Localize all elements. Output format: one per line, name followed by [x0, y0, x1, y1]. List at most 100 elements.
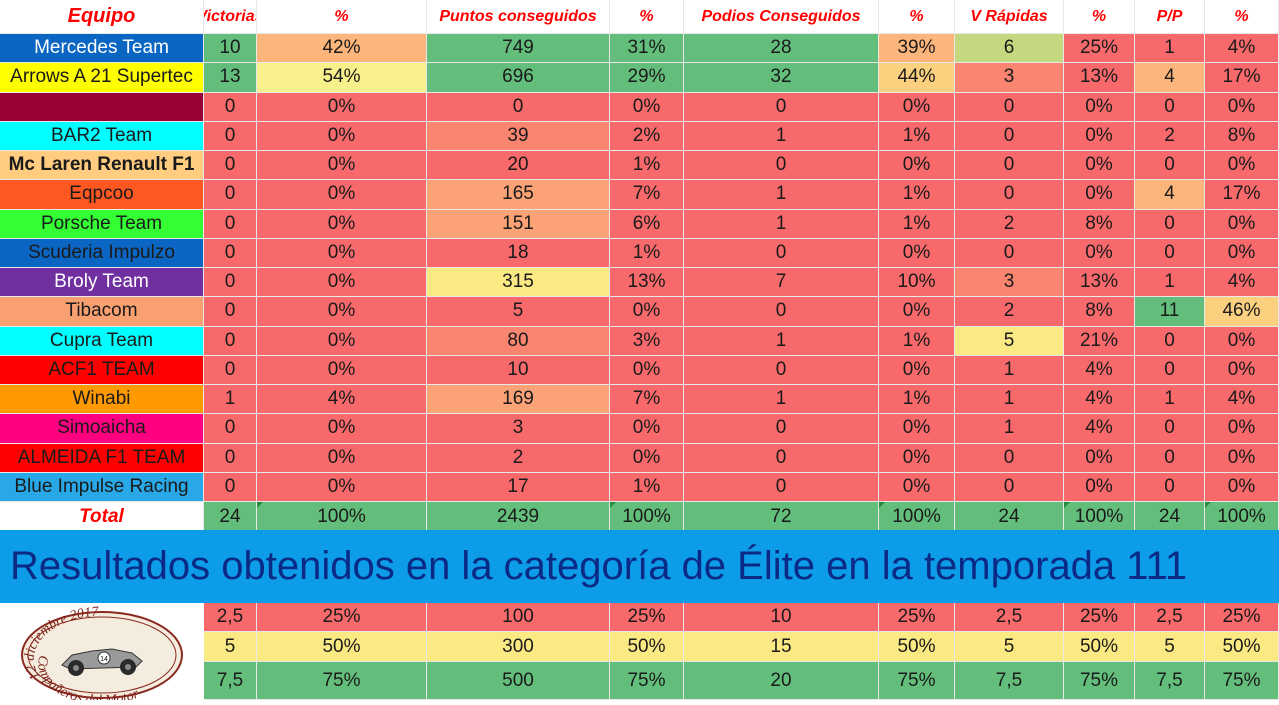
threshold-pp: 5	[1135, 632, 1205, 662]
threshold-v-rapidas: 2,5	[955, 603, 1064, 632]
cell-podios: 0	[684, 472, 879, 502]
cell-victorias: 13	[204, 63, 257, 93]
cell-podios-pct: 0%	[879, 472, 955, 502]
cell-victorias: 0	[204, 326, 257, 356]
cell-victorias: 0	[204, 238, 257, 268]
cell-pp-pct: 4%	[1205, 385, 1279, 415]
cell-podios: 0	[684, 443, 879, 473]
threshold-victorias: 7,5	[204, 662, 257, 700]
cell-victorias: 0	[204, 268, 257, 298]
cell-puntos: 20	[427, 151, 610, 181]
cell-v-rapidas: 0	[955, 151, 1064, 181]
threshold-podios: 15	[684, 632, 879, 662]
cell-victorias-pct: 0%	[257, 180, 427, 210]
cell-victorias-pct: 0%	[257, 209, 427, 239]
total-label: Total	[0, 502, 204, 532]
cell-puntos: 80	[427, 326, 610, 356]
cell-v-rapidas: 3	[955, 63, 1064, 93]
cell-pp: 0	[1135, 209, 1205, 239]
threshold-puntos: 300	[427, 632, 610, 662]
cell-v-rapidas: 1	[955, 355, 1064, 385]
cell-pp: 0	[1135, 414, 1205, 444]
cell-pp-pct: 4%	[1205, 268, 1279, 298]
cell-podios-pct: 1%	[879, 209, 955, 239]
header-podios: Podios Conseguidos	[684, 0, 879, 34]
threshold-victorias-pct: 25%	[257, 603, 427, 632]
cell-puntos: 0	[427, 92, 610, 122]
threshold-victorias: 2,5	[204, 603, 257, 632]
team-name: Broly Team	[0, 268, 204, 298]
cell-puntos: 165	[427, 180, 610, 210]
header-pp-pct: %	[1205, 0, 1279, 34]
threshold-puntos: 500	[427, 662, 610, 700]
cell-v-rapidas-pct: 8%	[1064, 297, 1135, 327]
cell-victorias-pct: 0%	[257, 121, 427, 151]
cell-pp: 4	[1135, 63, 1205, 93]
threshold-v-rapidas-pct: 50%	[1064, 632, 1135, 662]
cell-v-rapidas: 0	[955, 443, 1064, 473]
threshold-pp: 2,5	[1135, 603, 1205, 632]
cell-pp: 0	[1135, 355, 1205, 385]
threshold-puntos-pct: 25%	[610, 603, 684, 632]
cell-victorias-pct: 54%	[257, 63, 427, 93]
cell-podios: 7	[684, 268, 879, 298]
cell-victorias-pct: 0%	[257, 443, 427, 473]
cell-puntos-pct: 0%	[610, 443, 684, 473]
cell-podios: 1	[684, 385, 879, 415]
cell-victorias-pct: 0%	[257, 326, 427, 356]
cell-pp: 0	[1135, 151, 1205, 181]
cell-v-rapidas-pct: 0%	[1064, 151, 1135, 181]
cell-puntos-pct: 0%	[610, 92, 684, 122]
threshold-puntos-pct: 50%	[610, 632, 684, 662]
cell-v-rapidas-pct: 0%	[1064, 121, 1135, 151]
cell-pp-pct: 0%	[1205, 209, 1279, 239]
cell-pp: 1	[1135, 34, 1205, 64]
cell-v-rapidas: 0	[955, 238, 1064, 268]
cell-v-rapidas-pct: 0%	[1064, 238, 1135, 268]
cell-victorias-pct: 0%	[257, 238, 427, 268]
cell-pp: 1	[1135, 268, 1205, 298]
threshold-pp-pct: 50%	[1205, 632, 1279, 662]
threshold-pp-pct: 25%	[1205, 603, 1279, 632]
cell-v-rapidas-pct: 4%	[1064, 355, 1135, 385]
cell-pp-pct: 0%	[1205, 472, 1279, 502]
team-name: Mc Laren Renault F1	[0, 151, 204, 181]
threshold-v-rapidas-pct: 25%	[1064, 603, 1135, 632]
cell-v-rapidas-pct: 0%	[1064, 180, 1135, 210]
cell-puntos: 315	[427, 268, 610, 298]
cell-puntos-pct: 1%	[610, 238, 684, 268]
cell-podios: 0	[684, 355, 879, 385]
cell-podios: 0	[684, 414, 879, 444]
total-podios-pct: 100%	[879, 502, 955, 532]
cell-pp: 4	[1135, 180, 1205, 210]
cell-victorias: 0	[204, 472, 257, 502]
cell-puntos: 39	[427, 121, 610, 151]
cell-podios-pct: 0%	[879, 151, 955, 181]
cell-podios-pct: 0%	[879, 443, 955, 473]
header-puntos-pct: %	[610, 0, 684, 34]
cell-puntos-pct: 7%	[610, 385, 684, 415]
club-stamp-logo: 12 diciembre 2017 Compañeros del Motor 1…	[0, 603, 204, 705]
threshold-v-rapidas-pct: 75%	[1064, 662, 1135, 700]
season-results-banner: Resultados obtenidos en la categoría de …	[0, 530, 1279, 603]
cell-pp: 2	[1135, 121, 1205, 151]
team-name: Simoaicha	[0, 414, 204, 444]
total-puntos: 2439	[427, 502, 610, 532]
cell-podios-pct: 0%	[879, 355, 955, 385]
total-pp-pct: 100%	[1205, 502, 1279, 532]
cell-victorias: 0	[204, 355, 257, 385]
cell-victorias: 10	[204, 34, 257, 64]
cell-pp: 0	[1135, 443, 1205, 473]
cell-pp-pct: 0%	[1205, 151, 1279, 181]
cell-victorias-pct: 0%	[257, 297, 427, 327]
car-number: 14	[100, 656, 108, 663]
team-name: Eqpcoo	[0, 180, 204, 210]
cell-victorias-pct: 0%	[257, 92, 427, 122]
cell-podios-pct: 10%	[879, 268, 955, 298]
race-car-icon: 14	[61, 648, 143, 676]
cell-victorias-pct: 4%	[257, 385, 427, 415]
cell-podios-pct: 0%	[879, 238, 955, 268]
cell-pp: 11	[1135, 297, 1205, 327]
threshold-podios-pct: 50%	[879, 632, 955, 662]
